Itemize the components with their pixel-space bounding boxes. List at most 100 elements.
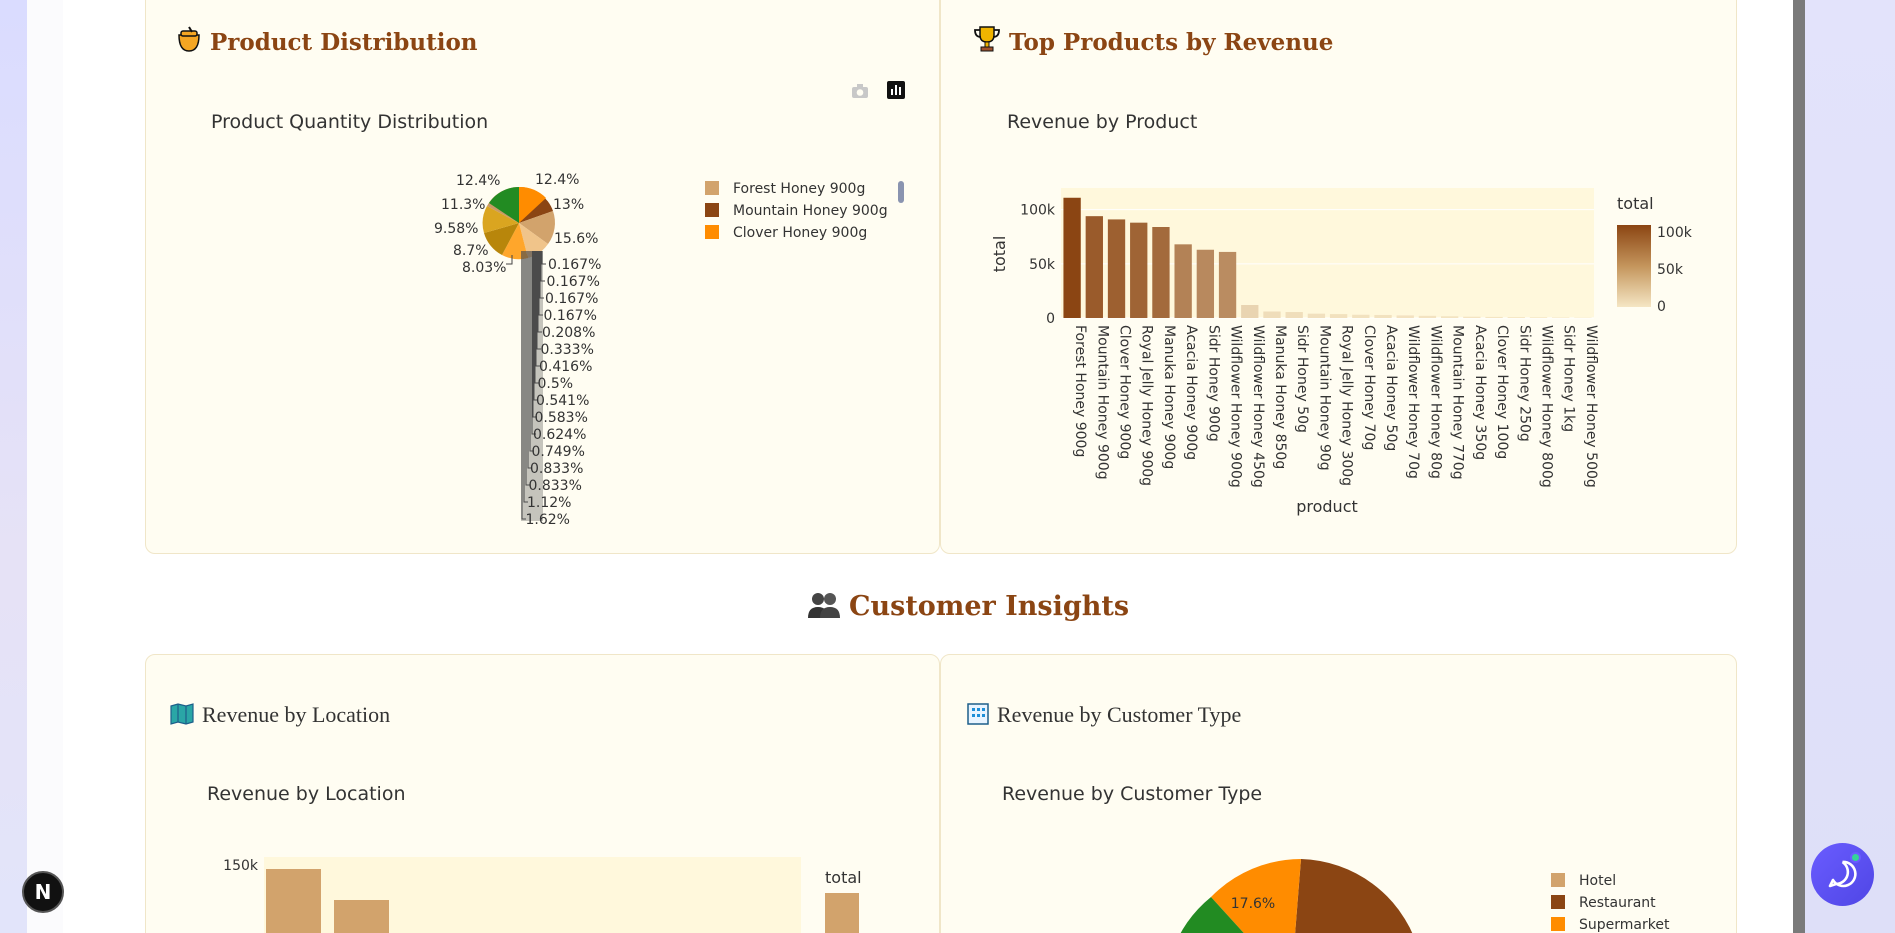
pie-label: 12.4% (456, 173, 500, 189)
product-distribution-heading-text: Product Distribution (210, 29, 478, 56)
legend-scrollbar[interactable] (898, 181, 904, 203)
page-scrollbar[interactable] (1793, 0, 1805, 933)
pie-small-label: 0.416% (539, 359, 592, 375)
legend-label: Mountain Honey 900g (733, 203, 888, 219)
product-bar[interactable] (1196, 249, 1215, 318)
pie-small-label: 0.833% (530, 461, 583, 477)
pie-small-label: 1.62% (526, 512, 570, 528)
pie-percent-labels: 12.4% 12.4% 13% 11.3% 9.58% 15.6% 8.7% 8… (434, 172, 598, 276)
x-tick-label: Mountain Honey 900g (1094, 325, 1110, 480)
product-quantity-pie-chart: 12.4% 12.4% 13% 11.3% 9.58% 15.6% 8.7% 8… (434, 172, 602, 528)
product-bar[interactable] (1396, 315, 1414, 318)
pie-small-label: 0.5% (538, 376, 574, 392)
x-tick-label: Sidr Honey 50g (1294, 325, 1310, 433)
pie-label: 8.03% (462, 260, 506, 276)
revenue-customer-type-card: Revenue by Customer Type Revenue by Cust… (940, 654, 1737, 933)
product-bar[interactable] (1374, 314, 1392, 318)
y-grid (1061, 209, 1594, 319)
legend-colorbar (825, 893, 859, 933)
pie-slice-wildflower (519, 223, 548, 258)
plotly-logo-icon[interactable] (887, 81, 905, 99)
x-tick-label: Acacia Honey 350g (1472, 325, 1488, 460)
y-tick-label: 100k (1020, 203, 1056, 219)
legend-swatch (705, 203, 719, 217)
product-bar[interactable] (1174, 244, 1192, 318)
product-bar[interactable] (1241, 305, 1259, 318)
product-bar[interactable] (1507, 317, 1525, 318)
pie-small-label: 0.749% (532, 444, 585, 460)
x-tick-label: Wildflower Honey 70g (1405, 325, 1421, 479)
product-bar[interactable] (1440, 316, 1459, 318)
revenue-by-product-chart-title: Revenue by Product (1007, 111, 1198, 133)
x-tick-label: Mountain Honey 90g (1316, 325, 1332, 471)
legend-item[interactable]: Clover Honey 900g (705, 225, 867, 241)
product-bar[interactable] (1329, 314, 1348, 318)
legend-item[interactable]: Forest Honey 900g (705, 181, 865, 197)
pie-slice-manuka (482, 206, 519, 233)
pie-label: 13% (553, 197, 584, 213)
pie-label: 12.4% (535, 172, 579, 188)
product-bar[interactable] (1529, 317, 1548, 318)
location-bar (334, 900, 389, 933)
pie-small-label: 0.208% (542, 325, 595, 341)
y-axis-title: total (990, 236, 1009, 273)
left-gutter (27, 0, 63, 933)
customer-insights-heading-text: Customer Insights (849, 591, 1130, 622)
legend-item[interactable]: Restaurant (1551, 895, 1656, 911)
pie-small-label: 0.624% (533, 427, 586, 443)
y-tick-label: 150k (223, 858, 259, 874)
product-bar[interactable] (1463, 316, 1481, 318)
revenue-location-chart-title: Revenue by Location (207, 783, 406, 805)
revenue-location-heading: Revenue by Location (170, 702, 390, 728)
honey-pot-icon (178, 26, 200, 52)
x-tick-label: Acacia Honey 900g (1183, 325, 1199, 460)
revenue-customer-type-chart-title: Revenue by Customer Type (1002, 783, 1263, 805)
top-products-heading-text: Top Products by Revenue (1009, 29, 1334, 56)
revenue-location-bar-chart: 150k total (223, 857, 862, 933)
revenue-by-product-bar-chart: 0 50k 100k Forest Honey 900g Mountain Honey… (990, 188, 1693, 516)
pie-slice-restaurant (1295, 859, 1413, 933)
revenue-location-heading-text: Revenue by Location (202, 702, 391, 727)
pie-small-label: 0.167% (544, 308, 597, 324)
product-bar[interactable] (1352, 314, 1370, 318)
pie-small-label: 0.167% (547, 274, 600, 290)
x-tick-label: Clover Honey 70g (1361, 325, 1377, 450)
colorbar-tick: 50k (1657, 262, 1684, 278)
x-tick-label: Clover Honey 100g (1494, 325, 1510, 459)
pie-label: 11.3% (441, 197, 485, 213)
product-bar[interactable] (1063, 197, 1081, 318)
product-bar[interactable] (1152, 227, 1170, 318)
pie-small-labels: 0.167%0.167%0.167%0.167%0.208%0.333%0.41… (526, 257, 602, 528)
product-bar[interactable] (1085, 216, 1103, 318)
legend-item[interactable]: Supermarket (1551, 917, 1669, 933)
legend-item[interactable]: Mountain Honey 900g (705, 203, 888, 219)
legend-label: Restaurant (1579, 895, 1656, 911)
product-bar[interactable] (1107, 219, 1126, 318)
product-bar[interactable] (1485, 316, 1503, 318)
product-bar[interactable] (1307, 313, 1326, 318)
building-icon (967, 703, 989, 725)
colorbar-title: total (1617, 194, 1654, 213)
legend-swatch (705, 225, 719, 239)
product-bar[interactable] (1218, 251, 1237, 318)
product-bar[interactable] (1285, 312, 1303, 318)
pie-slice-sidr (484, 223, 519, 255)
pie-small-label: 0.167% (548, 257, 601, 273)
camera-icon[interactable] (851, 83, 869, 99)
x-tick-label: Wildflower Honey 80g (1427, 325, 1443, 479)
x-tick-label: Royal Jelly Honey 300g (1339, 325, 1355, 486)
pie-small-label: 1.12% (527, 495, 571, 511)
customers-icon (808, 593, 840, 618)
product-bar[interactable] (1130, 222, 1148, 318)
next-dev-badge[interactable]: N (22, 871, 64, 913)
legend-label: Hotel (1579, 873, 1617, 889)
pie-slice-label: 17.6% (1231, 896, 1275, 912)
product-bar[interactable] (1263, 311, 1281, 319)
pie-slice-supermarket (1211, 859, 1301, 933)
x-tick-label: Wildflower Honey 500g (1583, 325, 1599, 488)
x-tick-label: Sidr Honey 250g (1516, 325, 1532, 442)
product-bar[interactable] (1418, 315, 1437, 318)
map-icon (170, 703, 194, 725)
legend-item[interactable]: Hotel (1551, 873, 1616, 889)
chat-button[interactable] (1811, 843, 1874, 906)
